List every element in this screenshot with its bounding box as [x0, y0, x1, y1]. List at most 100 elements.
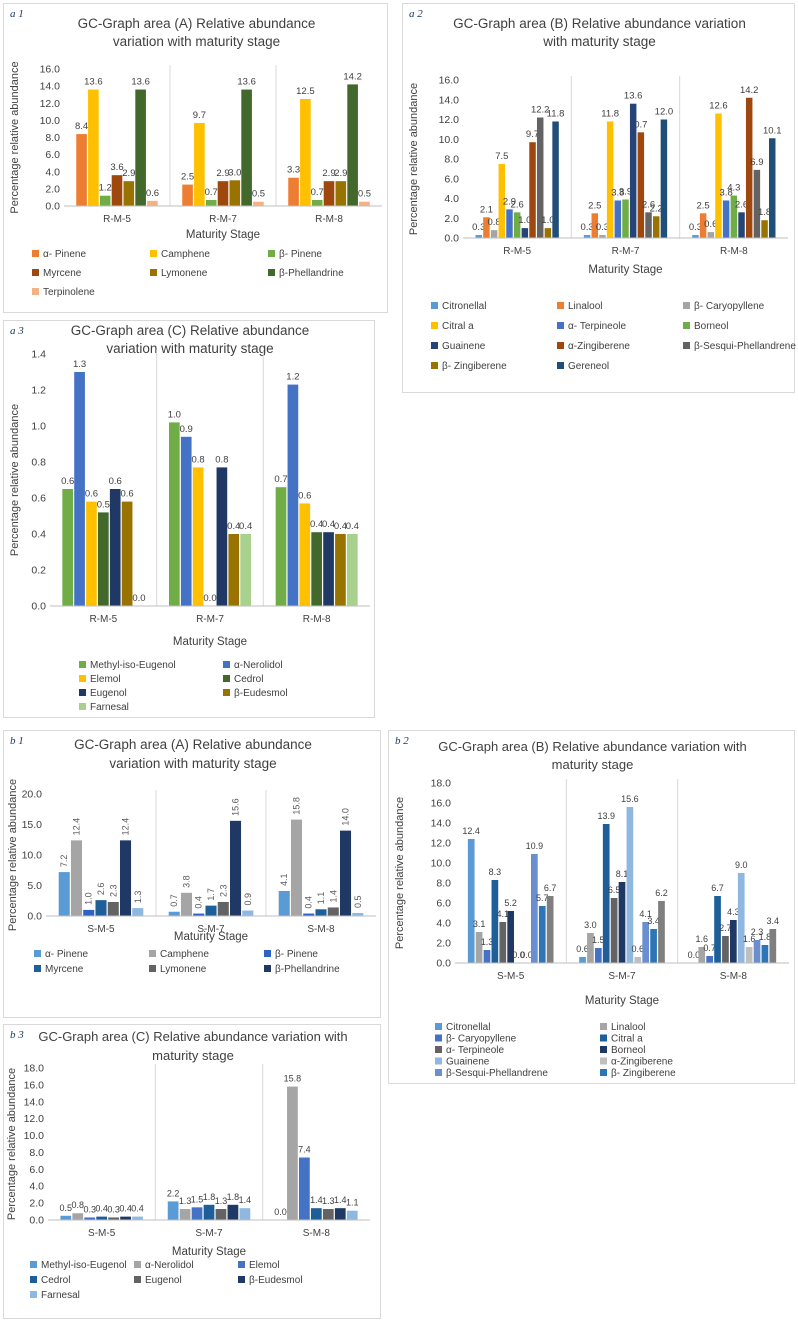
data-label: 6.7 — [544, 883, 557, 893]
bar — [192, 467, 204, 606]
bar — [322, 1209, 334, 1220]
bar — [359, 201, 370, 206]
data-label: 0.3 — [580, 222, 593, 233]
legend-label: Myrcene — [45, 964, 84, 975]
data-label: 0.9 — [243, 893, 253, 906]
bar — [132, 1216, 143, 1220]
bar — [299, 503, 311, 606]
y-tick-label: 0.0 — [29, 1215, 44, 1227]
legend-swatch — [600, 1057, 607, 1065]
bar — [108, 1217, 120, 1220]
bar — [499, 922, 507, 963]
y-tick-label: 0.0 — [444, 233, 459, 245]
data-label: 15.6 — [621, 794, 639, 804]
data-label: 0.5 — [60, 1203, 73, 1213]
data-label: 14.2 — [740, 85, 759, 96]
bar — [634, 957, 642, 963]
data-label: 3.8 — [181, 875, 191, 888]
y-tick-label: 0.0 — [436, 958, 451, 970]
data-label: 2.6 — [511, 199, 524, 210]
panel-label: b 1 — [10, 735, 24, 747]
y-tick-label: 6.0 — [29, 1164, 44, 1176]
legend-label: Linalool — [568, 301, 602, 312]
y-tick-label: 0.6 — [31, 493, 46, 505]
bar — [626, 807, 634, 963]
data-label: 3.0 — [228, 167, 241, 178]
data-label: 12.5 — [296, 86, 315, 97]
legend-label: Cedrol — [41, 1275, 70, 1286]
data-label: 2.3 — [218, 884, 228, 897]
data-label: 2.5 — [588, 200, 601, 211]
x-tick-label: S-M-8 — [720, 971, 748, 982]
bar — [745, 97, 753, 239]
chart-panel-a2: a 2 GC-Graph area (B) Relative abundance… — [402, 3, 796, 393]
y-tick-label: 12.0 — [439, 114, 460, 126]
bar — [217, 901, 229, 916]
chart-title-line: variation with maturity stage — [113, 34, 280, 49]
x-tick-label: S-M-8 — [307, 924, 335, 935]
bar — [229, 180, 241, 206]
legend-label: Terpinolene — [43, 287, 95, 298]
chart-panel-b1: b 1 GC-Graph area (A) Relative abundance… — [3, 730, 381, 1018]
data-label: 1.4 — [328, 890, 338, 903]
legend-label: β- Pinene — [279, 249, 322, 260]
data-label: 1.0 — [541, 215, 554, 226]
bar — [287, 384, 299, 606]
data-label: 0.4 — [304, 896, 314, 909]
data-label: 1.6 — [743, 934, 756, 944]
data-label: 0.7 — [274, 474, 287, 485]
data-label: 2.9 — [334, 168, 347, 179]
legend-label: β-Sesqui-Phellandrene — [446, 1068, 548, 1079]
y-tick-label: 0.4 — [31, 529, 46, 541]
y-tick-label: 5.0 — [27, 880, 42, 892]
legend-swatch — [30, 1291, 37, 1298]
bar — [335, 534, 346, 606]
y-tick-label: 16.0 — [24, 1079, 45, 1091]
x-tick-label: R-M-7 — [196, 614, 224, 625]
data-label: 10.1 — [763, 125, 782, 136]
data-label: 0.6 — [298, 490, 311, 501]
data-label: 0.7 — [703, 943, 716, 953]
data-label: 3.8 — [611, 187, 624, 198]
legend-swatch — [149, 965, 156, 972]
legend-label: Elemol — [90, 674, 121, 685]
data-label: 13.6 — [131, 77, 150, 88]
y-tick-label: 2.0 — [45, 183, 60, 195]
legend-swatch — [557, 342, 564, 349]
legend-swatch — [557, 362, 564, 369]
y-tick-label: 0.8 — [31, 457, 46, 469]
data-label: 2.1 — [480, 204, 493, 215]
data-label: 0.4 — [346, 521, 359, 532]
data-label: 3.6 — [110, 162, 123, 173]
data-label: 0.4 — [322, 519, 335, 530]
y-tick-label: 4.0 — [444, 193, 459, 205]
legend-swatch — [79, 661, 86, 668]
bar — [521, 228, 529, 238]
data-label: 12.4 — [121, 818, 131, 836]
bar — [179, 1209, 191, 1220]
legend-label: α-Nerolidol — [145, 1260, 194, 1271]
x-axis-title: Maturity Stage — [173, 636, 247, 648]
y-tick-label: 4.0 — [29, 1181, 44, 1193]
chart-svg-a3: GC-Graph area (C) Relative abundance vari… — [9, 323, 370, 713]
data-label: 2.6 — [96, 883, 106, 896]
legend-label: Citronellal — [442, 301, 486, 312]
y-tick-label: 16.0 — [40, 64, 61, 76]
data-label: 4.3 — [727, 907, 740, 917]
bar — [278, 890, 290, 916]
legend-label: Farnesal — [41, 1290, 80, 1301]
legend-swatch — [30, 1261, 37, 1268]
legend-label: α- Terpineole — [568, 321, 626, 332]
bar — [699, 213, 707, 238]
bar — [215, 1209, 227, 1220]
bar — [147, 200, 158, 206]
data-label: 1.8 — [758, 207, 771, 218]
legend-swatch — [431, 302, 438, 309]
chart-panel-b2: b 2 GC-Graph area (B) Relative abundance… — [388, 730, 795, 1084]
data-label: 0.6 — [704, 219, 717, 230]
data-label: 0.0 — [132, 593, 145, 604]
data-label: 12.6 — [709, 101, 728, 112]
data-label: 6.7 — [711, 883, 724, 893]
data-label: 3.0 — [584, 920, 597, 930]
legend-label: β-Eudesmol — [234, 688, 288, 699]
